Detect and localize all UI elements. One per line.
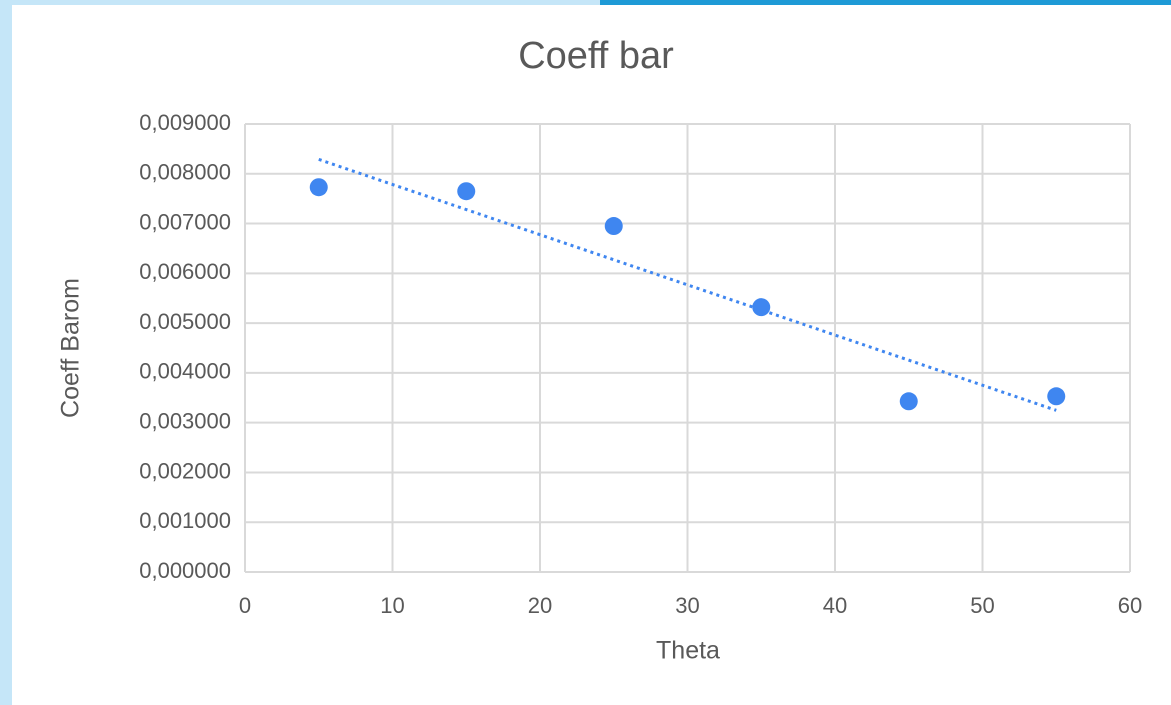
x-tick-label: 10 bbox=[380, 593, 404, 618]
x-tick-label: 50 bbox=[970, 593, 994, 618]
x-axis-title: Theta bbox=[656, 637, 720, 665]
y-tick-label: 0,006000 bbox=[139, 259, 231, 284]
chart-title: Coeff bar bbox=[518, 35, 674, 77]
data-point bbox=[309, 178, 328, 197]
data-point bbox=[752, 298, 771, 317]
x-tick-label: 20 bbox=[528, 593, 552, 618]
y-tick-label: 0,005000 bbox=[139, 309, 231, 334]
y-tick-label: 0,003000 bbox=[139, 408, 231, 433]
y-tick-label: 0,000000 bbox=[139, 558, 231, 583]
y-tick-label: 0,007000 bbox=[139, 209, 231, 234]
x-tick-label: 30 bbox=[675, 593, 699, 618]
y-tick-label: 0,002000 bbox=[139, 458, 231, 483]
x-tick-label: 40 bbox=[823, 593, 847, 618]
y-tick-label: 0,009000 bbox=[139, 110, 231, 135]
data-point bbox=[604, 217, 623, 236]
y-tick-label: 0,001000 bbox=[139, 508, 231, 533]
y-tick-label: 0,004000 bbox=[139, 359, 231, 384]
y-axis-title: Coeff Barom bbox=[57, 278, 85, 418]
x-tick-label: 60 bbox=[1118, 593, 1142, 618]
data-point bbox=[457, 182, 476, 201]
y-tick-label: 0,008000 bbox=[139, 160, 231, 185]
data-point bbox=[1047, 387, 1066, 406]
x-tick-label: 0 bbox=[239, 593, 251, 618]
top-tab-bar bbox=[600, 0, 1171, 5]
data-point bbox=[899, 392, 918, 411]
left-border bbox=[0, 0, 12, 705]
top-border bbox=[0, 0, 600, 5]
